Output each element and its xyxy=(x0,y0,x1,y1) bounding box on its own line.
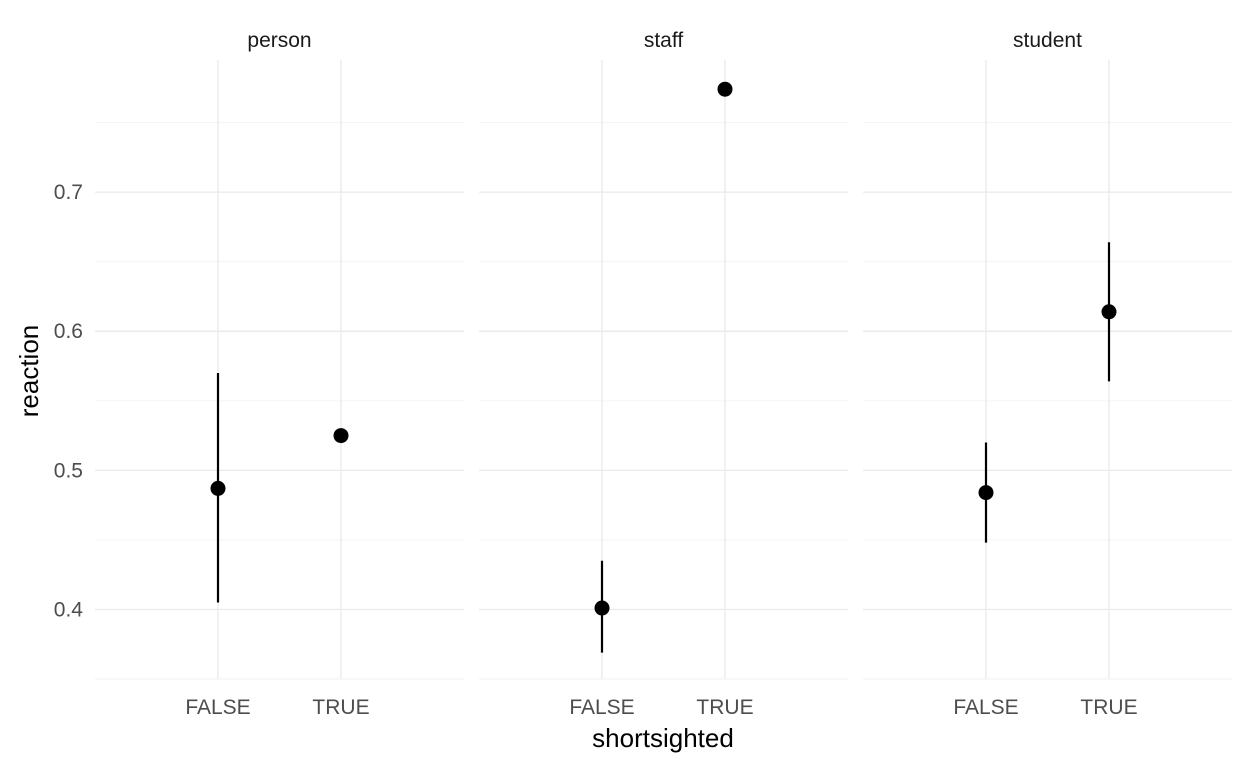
data-point xyxy=(210,480,226,496)
facet-strip-labels: person staff student xyxy=(247,29,1082,52)
x-tick-label: FALSE xyxy=(953,696,1018,719)
data-marks xyxy=(210,81,1117,653)
facet-strip-label: person xyxy=(247,29,311,52)
x-tick-label: FALSE xyxy=(569,696,634,719)
y-axis-title: reaction xyxy=(14,325,44,418)
y-axis-tick-labels: 0.4 0.5 0.6 0.7 xyxy=(54,181,84,621)
data-point xyxy=(333,428,349,444)
x-tick-label: TRUE xyxy=(696,696,753,719)
data-point xyxy=(594,600,610,616)
y-tick-label: 0.5 xyxy=(54,459,83,482)
x-axis-title: shortsighted xyxy=(592,723,734,753)
x-tick-label: FALSE xyxy=(185,696,250,719)
y-tick-label: 0.4 xyxy=(54,598,84,621)
x-tick-label: TRUE xyxy=(312,696,369,719)
x-tick-label: TRUE xyxy=(1080,696,1137,719)
grid-layer xyxy=(95,60,1232,680)
facet-strip-label: staff xyxy=(644,29,683,52)
data-point xyxy=(717,81,733,97)
x-axis-tick-labels: FALSE TRUE FALSE TRUE FALSE TRUE xyxy=(185,696,1137,719)
y-tick-label: 0.7 xyxy=(54,181,83,204)
y-tick-label: 0.6 xyxy=(54,320,83,343)
data-point xyxy=(1101,304,1117,320)
facet-strip-label: student xyxy=(1013,29,1082,52)
data-point xyxy=(978,485,994,501)
